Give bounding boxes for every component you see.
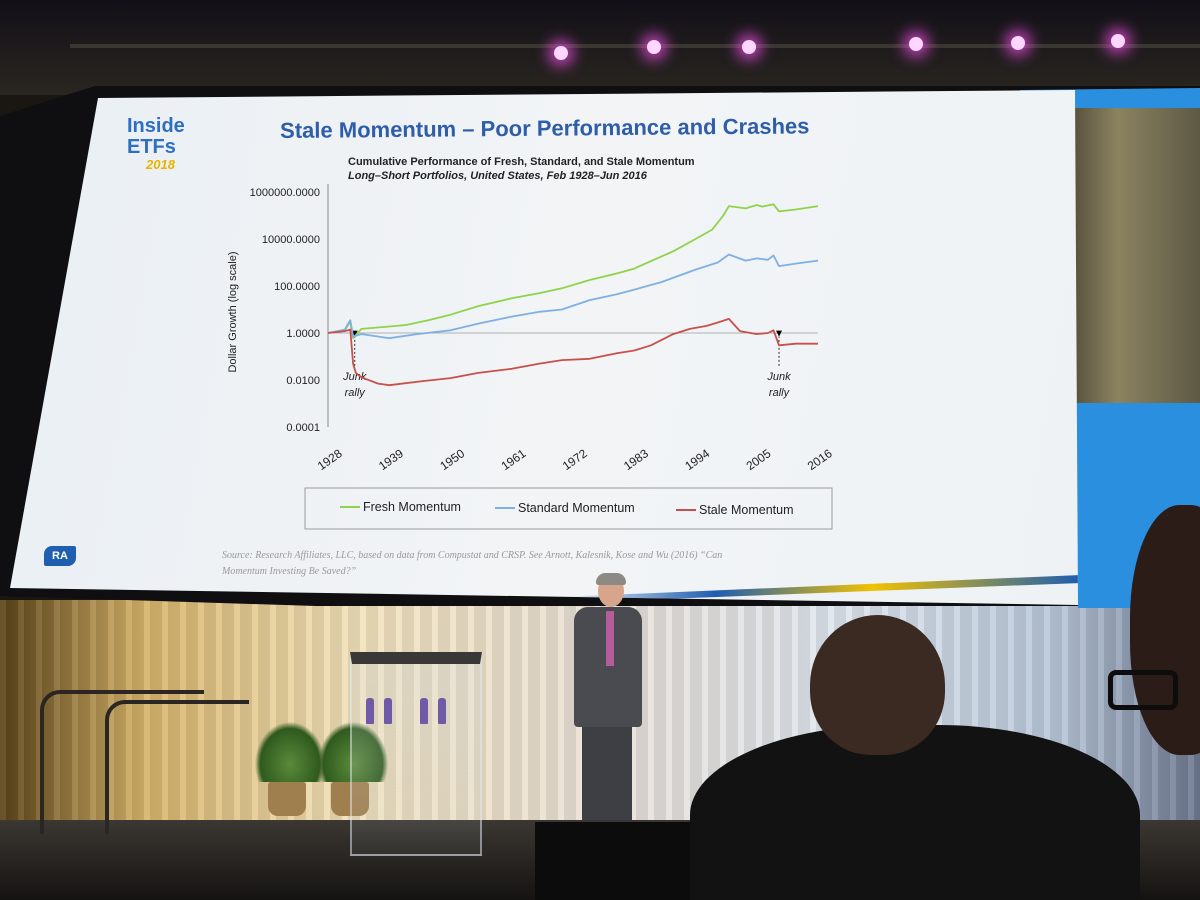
plant-leaves bbox=[318, 722, 388, 782]
audience-head bbox=[1130, 505, 1200, 755]
series-line-fresh-momentum bbox=[327, 203, 819, 340]
y-tick-label: 1.0000 bbox=[286, 328, 320, 340]
presenter bbox=[560, 573, 655, 825]
annotation-label: Junk bbox=[766, 371, 791, 383]
event-logo-line1: Inside bbox=[127, 115, 185, 137]
legend-box bbox=[304, 487, 833, 530]
source-note-line2: Momentum Investing Be Saved?” bbox=[222, 566, 357, 577]
plant-leaves bbox=[255, 722, 325, 782]
stair-railing bbox=[105, 700, 249, 834]
presenter-hair bbox=[596, 573, 626, 585]
y-tick-label: 100.0000 bbox=[274, 281, 320, 293]
audience-member-foreground bbox=[1100, 505, 1200, 900]
audience-shirt bbox=[690, 725, 1140, 900]
annotation-label: Junk bbox=[342, 371, 367, 383]
y-tick-label: 0.0001 bbox=[286, 422, 320, 434]
plant-basket bbox=[268, 782, 306, 816]
series-line-stale-momentum bbox=[327, 318, 818, 387]
stage-light-icon bbox=[909, 37, 923, 51]
lighting-truss bbox=[70, 44, 1200, 48]
x-tick-label: 1939 bbox=[376, 446, 406, 473]
water-bottle bbox=[438, 698, 446, 724]
annotation-arrowhead bbox=[776, 330, 783, 337]
event-logo-line2: ETFs bbox=[127, 136, 176, 158]
x-tick-label: 1983 bbox=[621, 446, 651, 473]
stage-light-icon bbox=[554, 46, 568, 60]
stage-light-icon bbox=[742, 40, 756, 54]
series-line-standard-momentum bbox=[327, 253, 819, 340]
clear-podium bbox=[350, 652, 482, 856]
y-tick-label: 10000.0000 bbox=[262, 234, 320, 246]
x-tick-label: 1994 bbox=[682, 446, 712, 473]
water-bottle bbox=[384, 698, 392, 724]
stage-light-icon bbox=[647, 40, 661, 54]
audience-head bbox=[810, 615, 945, 755]
chart-series bbox=[327, 203, 819, 387]
x-tick-label: 1972 bbox=[560, 446, 590, 473]
annotation-label: rally bbox=[769, 387, 791, 399]
x-tick-label: 1928 bbox=[315, 446, 345, 473]
annotation-label: rally bbox=[345, 387, 367, 399]
chart-title: Cumulative Performance of Fresh, Standar… bbox=[348, 156, 695, 168]
legend-label: Fresh Momentum bbox=[363, 500, 461, 514]
stair-railing bbox=[40, 690, 204, 834]
source-note-line1: Source: Research Affiliates, LLC, based … bbox=[222, 550, 723, 561]
side-video-panel bbox=[1062, 108, 1200, 403]
y-tick-label: 0.0100 bbox=[286, 375, 320, 387]
stage-light-icon bbox=[1011, 36, 1025, 50]
eyeglasses-icon bbox=[1108, 670, 1178, 710]
legend-label: Standard Momentum bbox=[518, 501, 635, 515]
y-tick-label: 1000000.0000 bbox=[250, 187, 320, 199]
water-bottle bbox=[366, 698, 374, 724]
water-bottle bbox=[420, 698, 428, 724]
chart-legend: Fresh Momentum Standard Momentum Stale Mom… bbox=[304, 487, 833, 530]
x-tick-label: 1950 bbox=[437, 446, 467, 473]
x-tick-label: 2005 bbox=[744, 446, 774, 473]
research-affiliates-logo: RA bbox=[44, 546, 76, 566]
presenter-tie bbox=[606, 611, 614, 666]
stage-light-icon bbox=[1111, 34, 1125, 48]
presenter-legs bbox=[582, 725, 632, 820]
legend-label: Stale Momentum bbox=[699, 503, 793, 517]
ceiling bbox=[0, 0, 1200, 95]
event-logo-year: 2018 bbox=[146, 157, 175, 172]
audience-member bbox=[690, 615, 1140, 900]
chart-subtitle: Long–Short Portfolios, United States, Fe… bbox=[348, 170, 647, 182]
chart-axes: 1000000.0000 10000.0000 100.0000 1.0000 0.01… bbox=[227, 184, 835, 473]
x-tick-label: 1961 bbox=[499, 446, 529, 473]
y-axis-label: Dollar Growth (log scale) bbox=[227, 251, 239, 372]
x-tick-label: 2016 bbox=[805, 446, 835, 473]
